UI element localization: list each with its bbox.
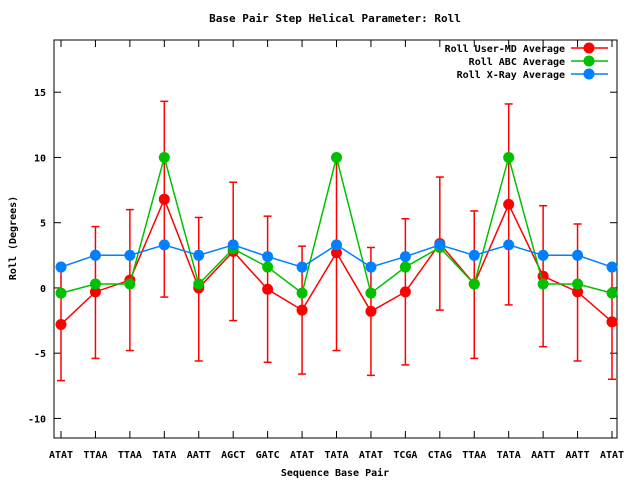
x-tick-label: AATT	[187, 450, 211, 461]
data-point	[262, 283, 274, 295]
data-point	[296, 261, 308, 273]
x-tick-label: AATT	[566, 450, 590, 461]
data-point	[158, 151, 170, 163]
y-tick-label: -5	[34, 349, 46, 360]
data-point	[606, 261, 618, 273]
data-point	[89, 249, 101, 261]
legend-marker	[583, 42, 595, 54]
y-tick-label: -10	[28, 414, 46, 425]
data-point	[331, 247, 342, 259]
x-tick-label: TATA	[324, 450, 348, 461]
data-point	[124, 249, 136, 261]
legend: Roll User-MD Average Roll ABC Average Roll…	[445, 42, 608, 81]
x-tick-label: TATA	[497, 450, 521, 461]
x-tick-label: TTAA	[462, 450, 486, 461]
x-tick-label: TCGA	[393, 450, 417, 461]
data-point	[296, 287, 308, 299]
data-point	[55, 261, 67, 273]
data-point	[193, 249, 205, 261]
data-point	[572, 286, 584, 298]
legend-label: Roll ABC Average	[469, 57, 565, 68]
data-point	[89, 286, 101, 298]
x-axis: ATAT TTAA TTAA TATA AATT AGCT GATC ATAT TATA ATAT…	[49, 40, 624, 461]
data-point	[331, 239, 342, 251]
data-point	[193, 278, 205, 290]
data-point	[365, 287, 377, 299]
legend-label: Roll X-Ray Average	[457, 70, 565, 81]
data-point	[606, 287, 618, 299]
x-tick-label: GATC	[256, 450, 280, 461]
data-point	[124, 278, 136, 290]
x-tick-label: TTAA	[83, 450, 107, 461]
data-point	[227, 239, 239, 251]
x-tick-label: ATAT	[290, 450, 314, 461]
y-tick-label: 0	[40, 284, 46, 295]
data-point	[331, 151, 342, 163]
x-tick-label: AGCT	[221, 450, 245, 461]
data-point	[606, 316, 618, 328]
data-point	[503, 198, 515, 210]
data-point	[158, 193, 170, 205]
data-point	[365, 305, 377, 317]
data-point	[537, 249, 549, 261]
data-point	[468, 249, 480, 261]
data-point	[55, 318, 67, 330]
data-point	[89, 278, 101, 290]
y-tick-label: 15	[34, 88, 46, 99]
x-tick-label: TTAA	[118, 450, 142, 461]
x-axis-label: Sequence Base Pair	[281, 467, 389, 479]
x-tick-label: ATAT	[600, 450, 624, 461]
series-3	[55, 239, 618, 273]
data-point	[399, 261, 411, 273]
data-point	[262, 251, 274, 263]
data-point	[537, 278, 549, 290]
data-point	[399, 251, 411, 263]
x-tick-label: CTAG	[428, 450, 452, 461]
plot-frame	[53, 39, 618, 439]
x-tick-label: TATA	[152, 450, 176, 461]
data-point	[468, 278, 480, 290]
data-point	[365, 261, 377, 273]
y-axis: -10 -5 0 5 10 15	[28, 88, 617, 425]
y-tick-label: 5	[40, 219, 46, 230]
series-layer	[55, 100, 618, 382]
x-tick-label: ATAT	[49, 450, 73, 461]
x-tick-label: AATT	[531, 450, 555, 461]
legend-marker	[583, 68, 595, 80]
chart-title: Base Pair Step Helical Parameter: Roll	[209, 12, 461, 25]
data-point	[503, 239, 515, 251]
legend-label: Roll User-MD Average	[445, 44, 565, 55]
data-point	[503, 151, 515, 163]
data-point	[434, 239, 446, 251]
y-axis-label: Roll (Degrees)	[8, 196, 19, 280]
data-point	[262, 261, 274, 273]
data-point	[55, 287, 67, 299]
data-point	[572, 249, 584, 261]
data-point	[572, 278, 584, 290]
y-tick-label: 10	[34, 153, 46, 164]
legend-marker	[583, 55, 595, 67]
x-tick-label: ATAT	[359, 450, 383, 461]
data-point	[296, 304, 308, 316]
data-point	[158, 239, 170, 251]
data-point	[399, 286, 411, 298]
